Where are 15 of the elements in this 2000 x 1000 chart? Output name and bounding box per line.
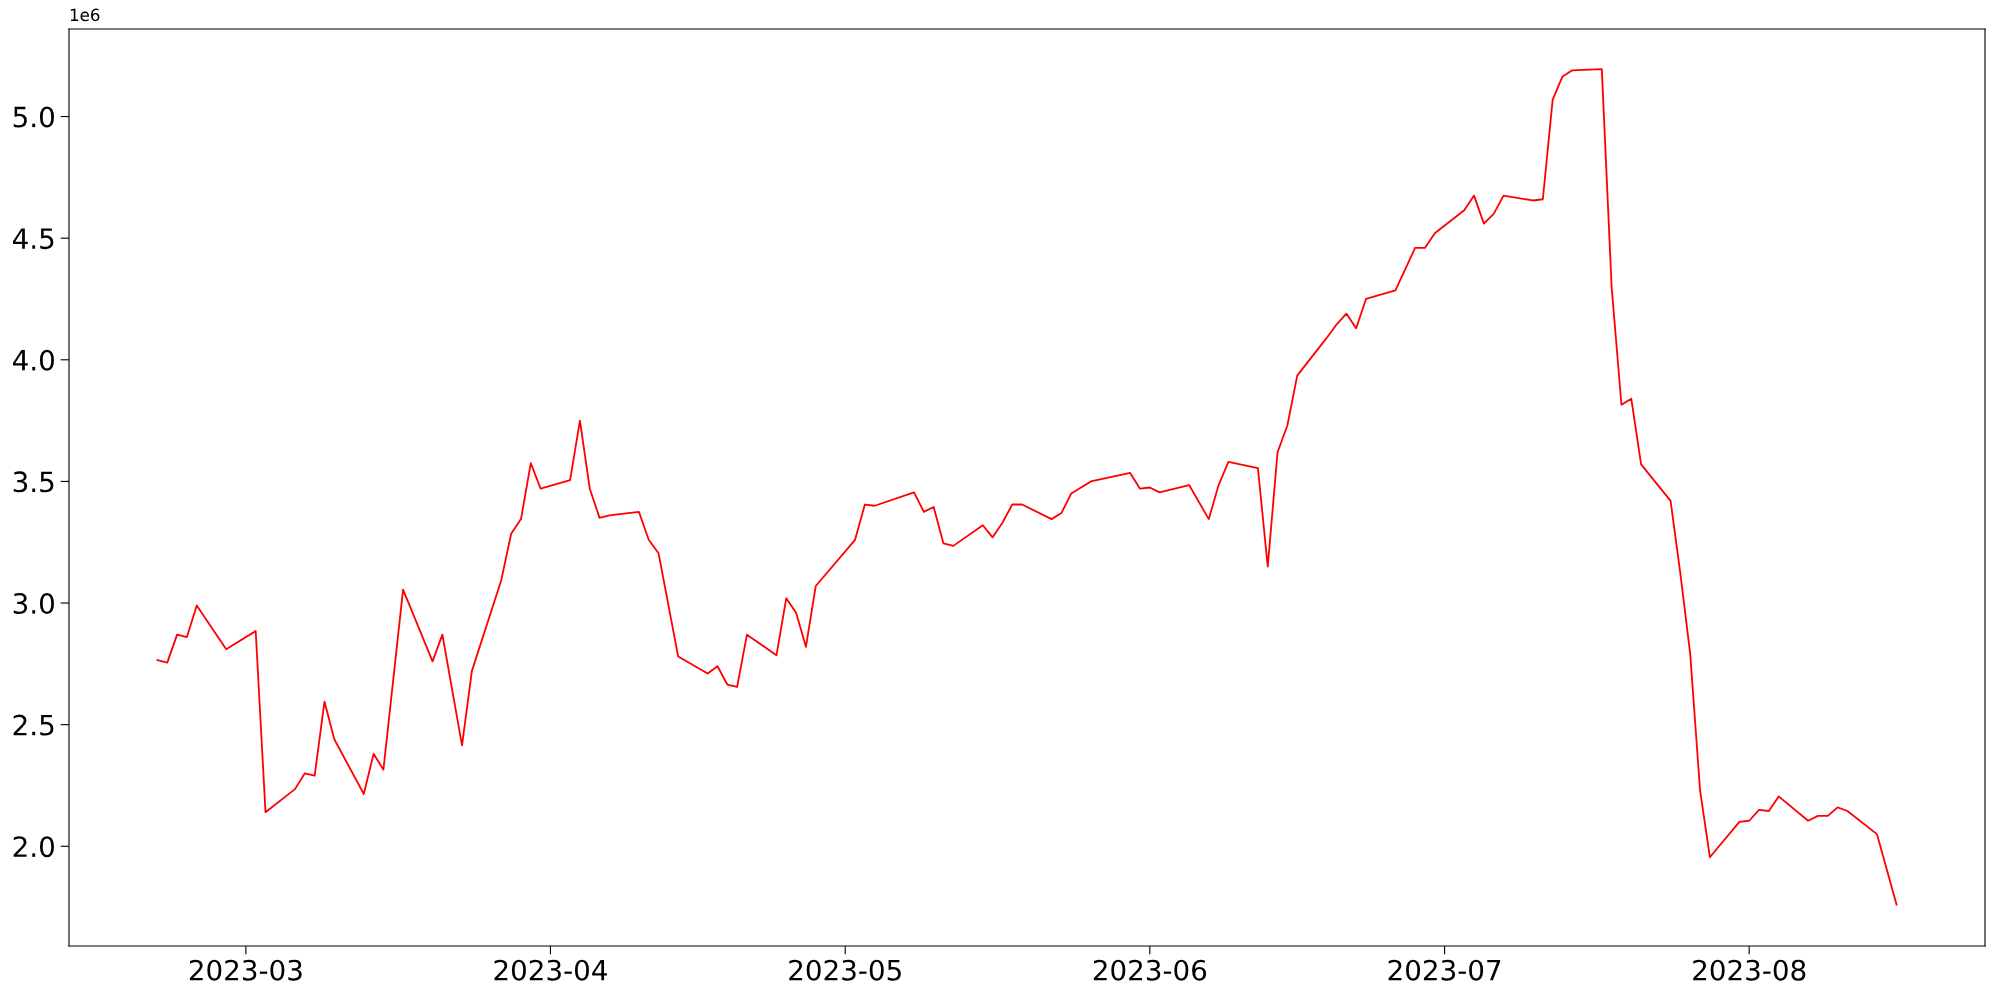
y-tick-label: 2.5 — [13, 714, 54, 736]
y-tick-label: 5.0 — [13, 106, 54, 128]
x-tick-label: 2023-07 — [1388, 959, 1501, 981]
y-tick-label: 4.5 — [12, 228, 54, 250]
line-series — [156, 68, 1898, 906]
y-tick-label: 2.0 — [13, 836, 54, 858]
y-tick-label: 3.0 — [13, 592, 54, 614]
y-tick-label: 3.5 — [13, 471, 54, 493]
x-tick-label: 2023-06 — [1093, 959, 1207, 981]
text: 1e6 — [70, 8, 100, 22]
x-tick-label: 2023-03 — [189, 959, 302, 981]
x-tick-label: 2023-04 — [494, 959, 607, 981]
x-tick-label: 2023-05 — [789, 959, 901, 981]
x-tick-label: 2023-08 — [1693, 959, 1806, 981]
y-tick-label: 4.0 — [12, 349, 54, 371]
